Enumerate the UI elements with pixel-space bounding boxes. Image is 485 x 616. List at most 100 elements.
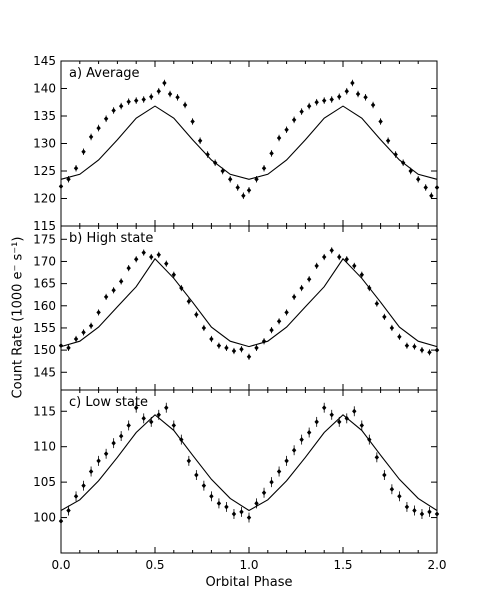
data-point: [337, 94, 342, 100]
data-point: [171, 272, 176, 278]
data-point: [322, 254, 327, 260]
data-point: [209, 336, 214, 342]
data-point: [96, 125, 101, 131]
model-curve: [60, 414, 438, 512]
data-point: [241, 193, 246, 199]
data-point: [141, 415, 146, 421]
x-tick-label: 1.5: [333, 558, 352, 572]
x-tick-label: 0.0: [51, 558, 70, 572]
data-point: [350, 80, 355, 86]
data-point: [66, 507, 71, 514]
data-point: [103, 294, 109, 300]
y-tick-label: 145: [33, 365, 56, 379]
data-point: [235, 184, 240, 191]
data-point: [329, 412, 334, 418]
model-curve: [60, 257, 438, 348]
data-point: [370, 102, 376, 108]
y-tick-label: 105: [33, 475, 56, 489]
data-point: [299, 285, 304, 291]
data-point: [419, 511, 425, 517]
data-point: [261, 165, 267, 171]
data-point: [382, 472, 387, 478]
data-point: [299, 109, 304, 115]
data-point: [118, 433, 124, 439]
data-point: [118, 103, 124, 109]
y-tick-label: 125: [33, 164, 56, 178]
data-point: [111, 107, 116, 114]
data-point: [186, 458, 192, 464]
data-point: [322, 405, 327, 411]
data-point: [269, 150, 274, 156]
data-point: [239, 346, 244, 352]
data-point: [427, 349, 432, 355]
y-tick-label: 145: [33, 54, 56, 68]
data-point: [167, 91, 173, 97]
model-curve: [60, 105, 438, 180]
data-point: [276, 135, 282, 141]
data-point: [314, 419, 319, 425]
data-point: [385, 138, 391, 144]
data-point: [216, 343, 222, 349]
y-tick-label: 155: [33, 321, 56, 335]
data-point: [393, 151, 398, 158]
data-point: [205, 151, 210, 158]
data-point: [378, 118, 383, 125]
panel-title: a) Average: [69, 66, 140, 81]
data-point: [197, 138, 203, 144]
data-point: [201, 325, 207, 331]
y-tick-label: 130: [33, 137, 56, 151]
data-point: [134, 405, 139, 411]
data-point: [175, 94, 180, 100]
data-point: [367, 437, 372, 443]
data-point: [397, 493, 402, 499]
data-point: [367, 285, 372, 291]
data-point: [162, 80, 167, 86]
y-tick-label: 160: [33, 299, 56, 313]
data-point: [359, 272, 364, 278]
data-point: [141, 249, 146, 256]
data-point: [329, 247, 334, 253]
data-point: [126, 422, 131, 429]
panel-frame: [60, 60, 438, 227]
data-point: [306, 103, 312, 109]
data-point: [412, 343, 417, 350]
data-point: [269, 479, 274, 485]
data-point: [81, 483, 86, 489]
data-point: [156, 252, 161, 258]
data-point: [408, 168, 413, 174]
data-point: [397, 334, 402, 340]
data-point: [423, 184, 428, 191]
data-point: [389, 486, 395, 492]
data-point: [126, 265, 131, 271]
data-point: [149, 254, 154, 260]
data-point: [224, 504, 229, 510]
data-point: [96, 309, 101, 316]
data-point: [429, 193, 434, 199]
data-point: [209, 493, 214, 499]
data-point: [126, 99, 131, 105]
data-point: [291, 294, 297, 300]
data-point: [374, 454, 380, 460]
data-point: [246, 354, 252, 360]
data-point: [186, 298, 192, 304]
x-tick-label: 0.5: [145, 558, 164, 572]
panel-title: b) High state: [69, 231, 153, 246]
data-point: [306, 276, 312, 282]
y-tick-label: 120: [33, 192, 56, 206]
data-point: [355, 91, 361, 97]
data-point: [400, 160, 406, 166]
y-axis-label: Count Rate (1000 e⁻ s⁻¹): [10, 236, 26, 399]
data-point: [337, 419, 342, 425]
data-point: [284, 309, 289, 316]
data-point: [111, 440, 116, 446]
data-point: [156, 88, 161, 94]
data-point: [190, 118, 195, 125]
data-point: [284, 127, 289, 133]
data-point: [231, 348, 237, 354]
data-point: [231, 511, 237, 517]
data-point: [269, 327, 274, 333]
data-point: [322, 98, 327, 104]
y-tick-label: 170: [33, 254, 56, 268]
data-point: [329, 96, 334, 103]
data-point: [201, 483, 207, 489]
